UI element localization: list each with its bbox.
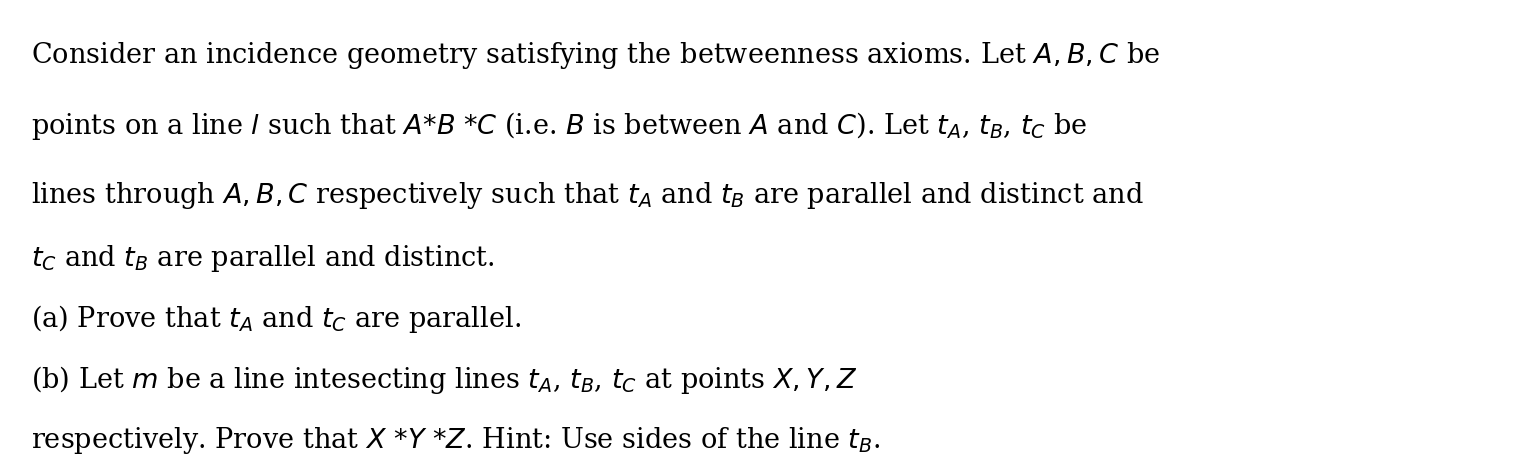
Text: $t_C$ and $t_B$ are parallel and distinct.: $t_C$ and $t_B$ are parallel and distinc… — [31, 243, 495, 274]
Text: lines through $A,B,C$ respectively such that $t_A$ and $t_B$ are parallel and di: lines through $A,B,C$ respectively such … — [31, 180, 1143, 211]
Text: (a) Prove that $t_A$ and $t_C$ are parallel.: (a) Prove that $t_A$ and $t_C$ are paral… — [31, 303, 521, 335]
Text: (b) Let $m$ be a line intesecting lines $t_A$, $t_B$, $t_C$ at points $X,Y,Z$: (b) Let $m$ be a line intesecting lines … — [31, 364, 856, 396]
Text: points on a line $l$ such that $A{*}B$ $*C$ (i.e. $B$ is between $A$ and $C$). L: points on a line $l$ such that $A{*}B$ $… — [31, 110, 1088, 142]
Text: Consider an incidence geometry satisfying the betweenness axioms. Let $A,B,C$ be: Consider an incidence geometry satisfyin… — [31, 41, 1160, 71]
Text: respectively. Prove that $X$ $*Y$ $*Z$. Hint: Use sides of the line $t_B$.: respectively. Prove that $X$ $*Y$ $*Z$. … — [31, 425, 879, 456]
